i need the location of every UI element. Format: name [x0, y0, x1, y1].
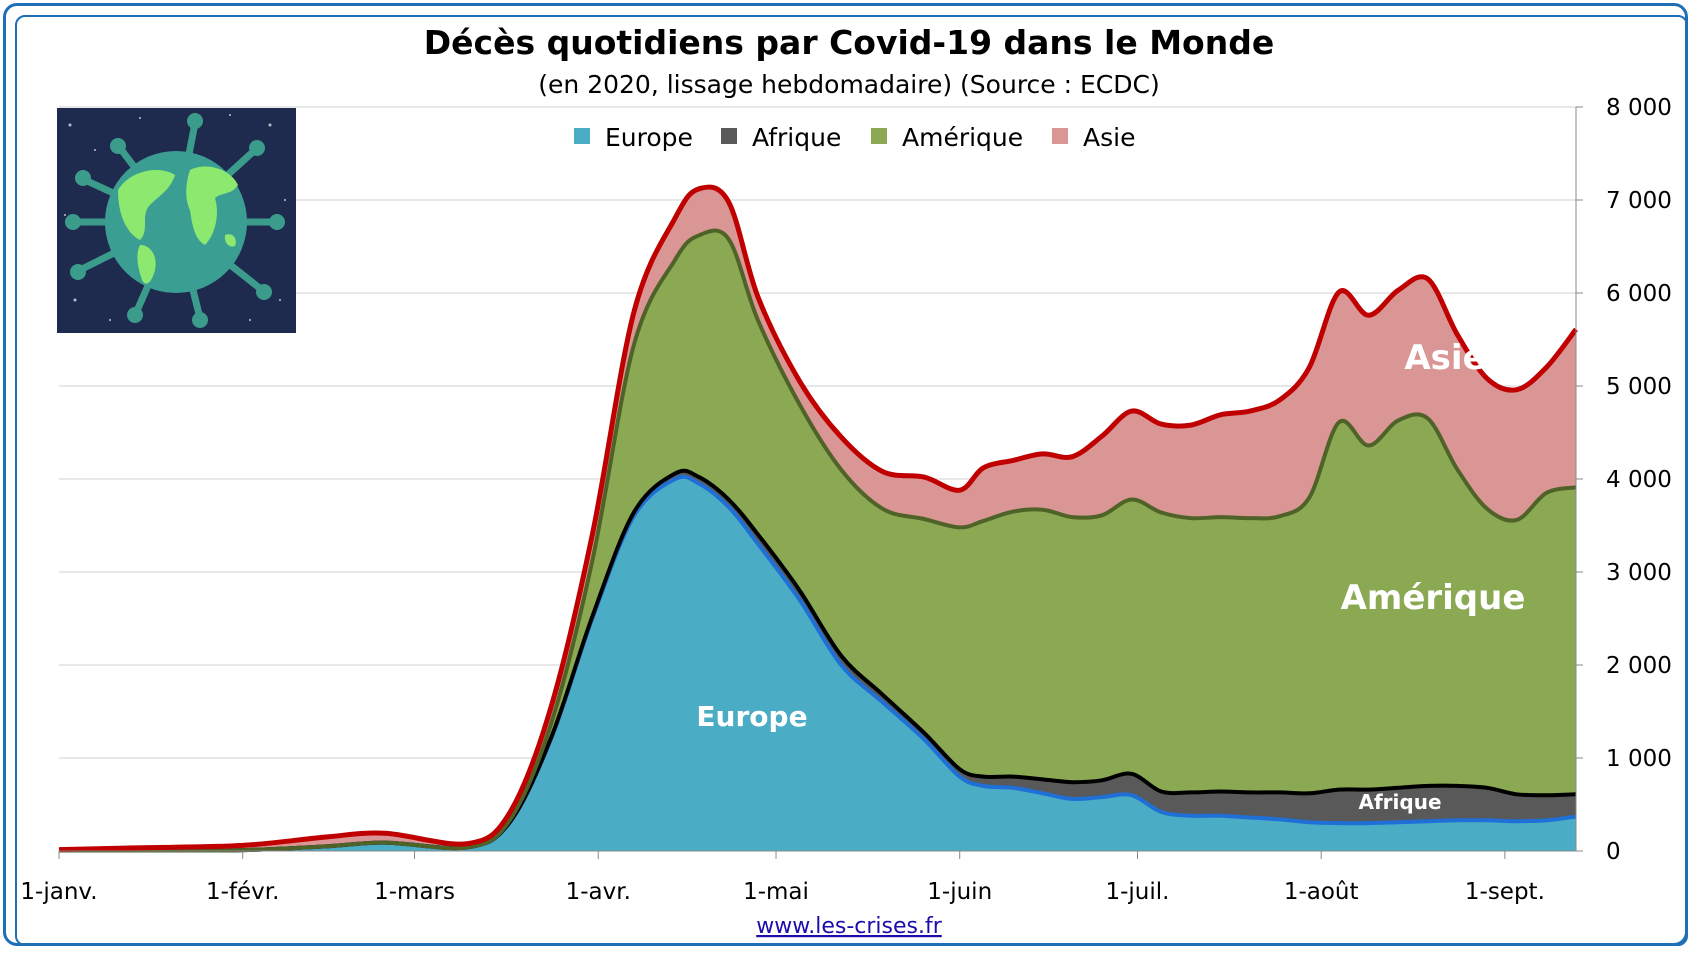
area-label-asie: Asie [1404, 338, 1485, 378]
area-afrique [59, 470, 1576, 851]
area-label-amerique: Amérique [1341, 578, 1526, 618]
y-tick-label: 8 000 [1606, 95, 1672, 121]
y-tick-label: 3 000 [1606, 560, 1672, 586]
y-tick-label: 6 000 [1606, 281, 1672, 307]
legend-swatch-afrique [721, 128, 737, 144]
x-tick-label: 1-sept. [1465, 879, 1545, 905]
area-europe [59, 476, 1576, 851]
area-label-europe: Europe [696, 700, 807, 733]
y-tick-label: 5 000 [1606, 374, 1672, 400]
source-link[interactable]: www.les-crises.fr [756, 914, 942, 939]
globe-virus-icon [57, 108, 296, 333]
legend-label-amerique: Amérique [902, 123, 1023, 152]
x-tick-label: 1-août [1284, 879, 1359, 905]
legend-swatch-asie [1052, 128, 1068, 144]
x-tick-label: 1-juin [927, 879, 992, 905]
stacked-areas [59, 186, 1576, 851]
area-outlines [58, 184, 1578, 853]
y-tick-label: 1 000 [1606, 746, 1672, 772]
legend-label-afrique: Afrique [752, 123, 841, 152]
y-tick-label: 7 000 [1606, 188, 1672, 214]
outline-amerique [58, 228, 1577, 853]
area-label-afrique: Afrique [1358, 790, 1441, 814]
chart-subtitle: (en 2020, lissage hebdomadaire) (Source … [538, 70, 1159, 99]
y-tick-label: 2 000 [1606, 653, 1672, 679]
x-tick-label: 1-mars [374, 879, 455, 905]
chart-title: Décès quotidiens par Covid-19 dans le Mo… [424, 23, 1274, 62]
legend-swatch-europe [574, 128, 590, 144]
y-tick-label: 4 000 [1606, 467, 1672, 493]
outline-asie [58, 184, 1578, 853]
legend-swatch-amerique [871, 128, 887, 144]
area-amerique [59, 230, 1576, 851]
x-tick-label: 1-avr. [566, 879, 631, 905]
x-tick-label: 1-févr. [206, 879, 279, 905]
y-axis-ticks: 0 1 000 2 000 3 000 4 000 5 000 6 000 7 000 8 00… [1575, 95, 1672, 865]
legend-label-asie: Asie [1083, 123, 1135, 152]
x-tick-label: 1-mai [743, 879, 809, 905]
x-tick-label: 1-janv. [20, 879, 97, 905]
y-tick-label: 0 [1606, 839, 1621, 865]
legend-label-europe: Europe [605, 123, 693, 152]
x-axis-ticks: 1-janv. 1-févr. 1-mars 1-avr. 1-mai 1-juin 1-j… [20, 850, 1576, 905]
x-tick-label: 1-juil. [1105, 879, 1169, 905]
chart-frame-inner [15, 15, 1688, 946]
chart-legend: Europe Afrique Amérique Asie [574, 123, 1135, 152]
